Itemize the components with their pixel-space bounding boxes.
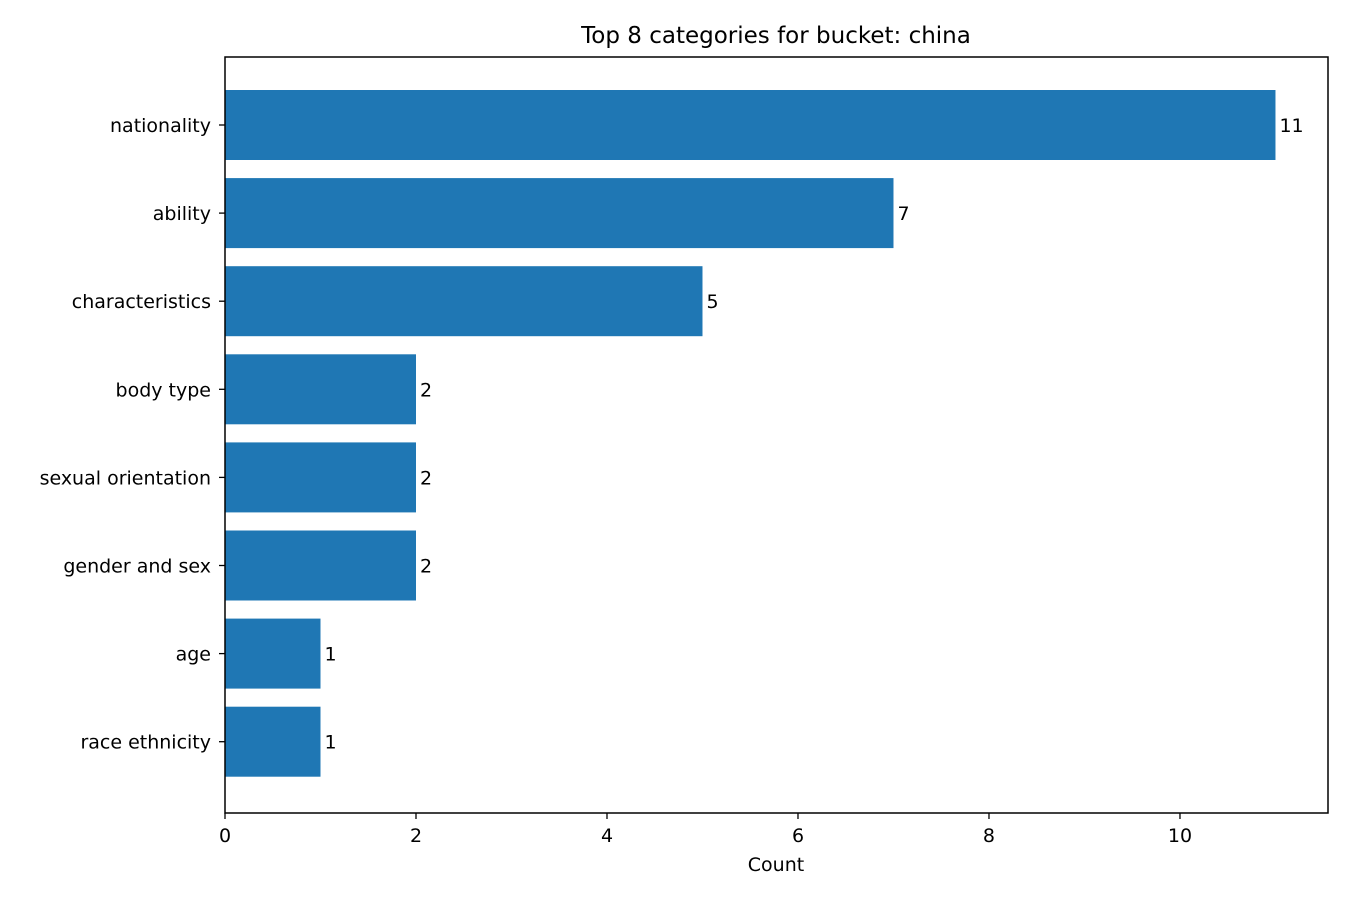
- chart-title: Top 8 categories for bucket: china: [580, 23, 971, 49]
- bar: [225, 530, 416, 601]
- y-tick-label: gender and sex: [63, 556, 211, 578]
- x-tick-label: 8: [983, 825, 995, 847]
- bar-value-label: 5: [706, 291, 718, 313]
- bar: [225, 90, 1276, 160]
- bar-value-label: 11: [1279, 115, 1303, 137]
- bar: [225, 618, 321, 689]
- x-axis-ticks: 0 2 4 6 8 10: [219, 813, 1192, 847]
- y-tick-label: ability: [153, 203, 211, 225]
- y-tick-label: body type: [116, 379, 211, 401]
- x-tick-label: 6: [792, 825, 804, 847]
- y-tick-label: nationality: [110, 115, 211, 137]
- x-tick-label: 4: [601, 825, 613, 847]
- bar-value-label: 2: [420, 379, 432, 401]
- bar: [225, 266, 703, 337]
- bar-value-label: 1: [324, 732, 336, 754]
- plot-frame: [224, 56, 1329, 814]
- y-tick-label: age: [176, 644, 211, 666]
- bar: [225, 354, 416, 425]
- bar-value-label: 2: [420, 467, 432, 489]
- y-tick-label: characteristics: [72, 291, 211, 313]
- bar-value-label: 2: [420, 556, 432, 578]
- y-tick-label: sexual orientation: [40, 467, 211, 489]
- x-axis-label: Count: [748, 854, 804, 876]
- y-tick-label: race ethnicity: [80, 732, 211, 754]
- bar: [225, 442, 416, 513]
- x-tick-label: 0: [219, 825, 231, 847]
- bars: [225, 90, 1276, 777]
- bar: [225, 706, 321, 777]
- bar-value-label: 1: [324, 644, 336, 666]
- bar-value-label: 7: [897, 203, 909, 225]
- x-tick-label: 2: [410, 825, 422, 847]
- y-axis-ticks: nationality ability characteristics body ty…: [40, 115, 225, 754]
- bar: [225, 178, 894, 249]
- x-tick-label: 10: [1168, 825, 1192, 847]
